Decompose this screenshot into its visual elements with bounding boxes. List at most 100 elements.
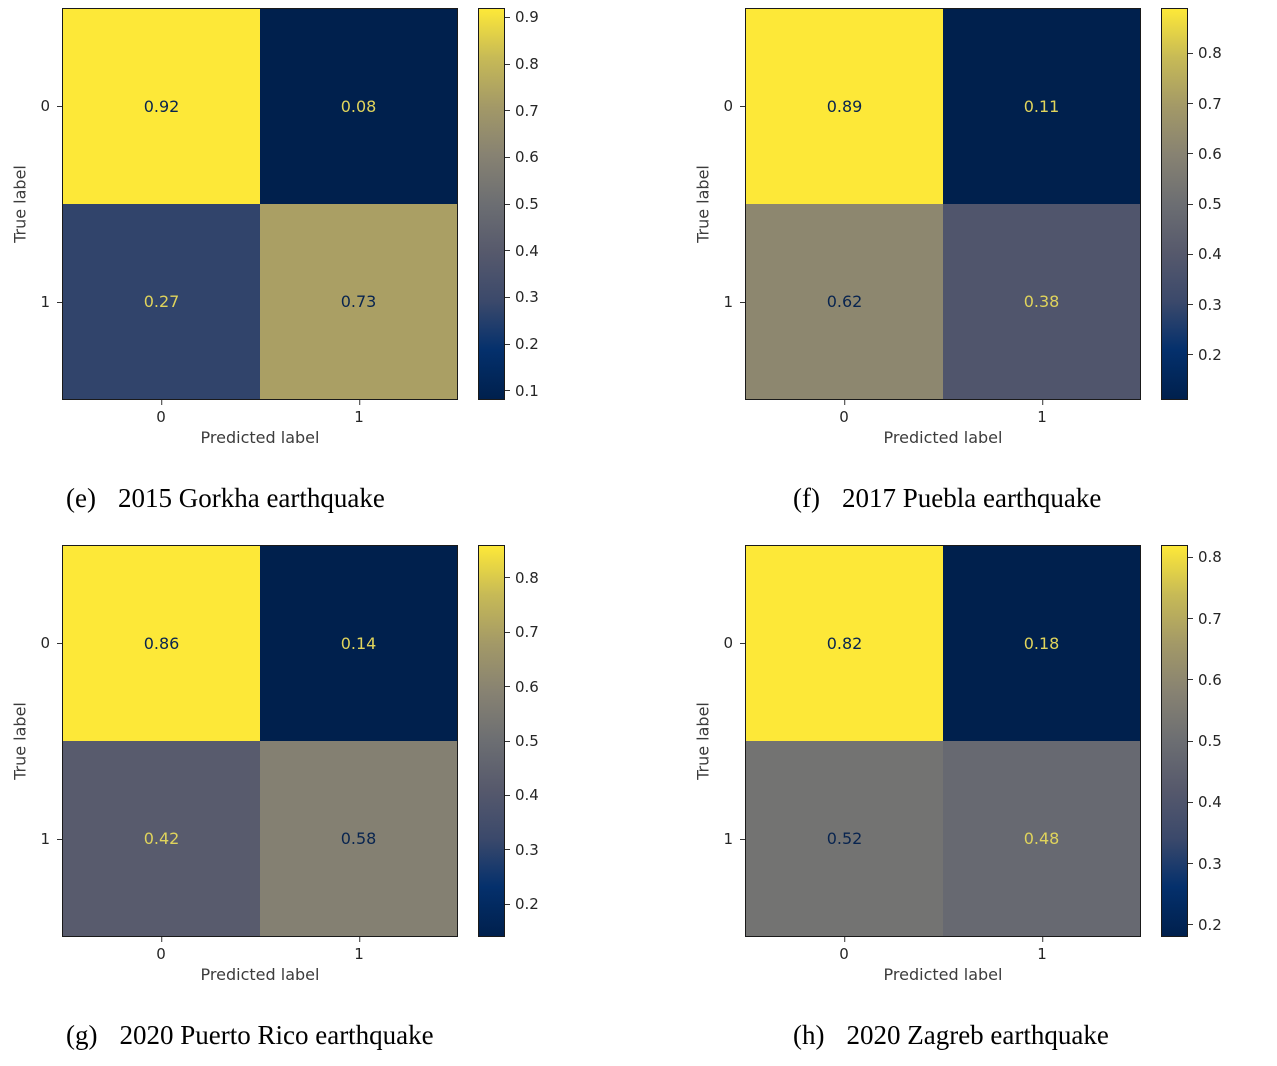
caption-title: 2015 Gorkha earthquake: [117, 483, 385, 513]
colorbar-tick-label: 0.6: [1198, 670, 1222, 689]
heatmap-cell: 0.38: [943, 204, 1140, 399]
y-tick-label: 0: [40, 97, 62, 115]
y-axis-ticks: 0 1: [715, 8, 745, 400]
colorbar-tick-label: 0.9: [515, 8, 539, 27]
x-tick-label: 0: [156, 400, 166, 426]
x-axis-label: Predicted label: [883, 428, 1003, 447]
colorbar-ticks: 0.1 0.2 0.3 0.4 0.5 0.6 0.7 0.8 0.9: [505, 8, 561, 400]
colorbar-tick-label: 0.4: [1198, 793, 1222, 812]
subfigure-caption: (h) 2020 Zagreb earthquake: [793, 1020, 1277, 1051]
colorbar-tick-label: 0.4: [1198, 245, 1222, 264]
colorbar-tick: 0.4: [505, 241, 539, 260]
heatmap: 0.86 0.14 0.42 0.58: [62, 545, 458, 937]
colorbar-tick-mark: [505, 631, 510, 633]
colorbar-tick-mark: [1188, 52, 1193, 54]
y-tick-label: 0: [40, 634, 62, 652]
colorbar-ticks: 0.2 0.3 0.4 0.5 0.6 0.7 0.8: [505, 545, 561, 937]
heatmap-cell: 0.08: [260, 9, 457, 204]
colorbar-tick-mark: [1188, 354, 1193, 356]
colorbar-tick-label: 0.3: [1198, 854, 1222, 873]
heatmap-cell: 0.86: [63, 546, 260, 741]
colorbar-tick-label: 0.2: [1198, 915, 1222, 934]
caption-title: 2020 Puerto Rico earthquake: [119, 1020, 434, 1050]
y-tick-label: 1: [723, 293, 745, 311]
colorbar-tick: 0.2: [1188, 345, 1222, 364]
colorbar-tick-mark: [505, 577, 510, 579]
x-tick-label: 0: [839, 400, 849, 426]
x-axis-ticks: 0 1: [745, 400, 1141, 428]
colorbar-tick-mark: [1188, 801, 1193, 803]
cell-value: 0.58: [340, 829, 377, 848]
confusion-matrix-figure: True label 0 1 0.82 0.18 0.52 0.48 0 1 Pred…: [691, 545, 1277, 984]
colorbar-tick-label: 0.2: [1198, 345, 1222, 364]
colorbar-tick-label: 0.7: [1198, 94, 1222, 113]
colorbar-tick-label: 0.6: [515, 148, 539, 167]
colorbar-tick-label: 0.3: [1198, 295, 1222, 314]
colorbar-tick-mark: [1188, 679, 1193, 681]
cell-value: 0.86: [143, 634, 180, 653]
colorbar-tick: 0.2: [1188, 915, 1222, 934]
colorbar-tick-label: 0.8: [1198, 44, 1222, 63]
colorbar-tick-mark: [505, 686, 510, 688]
colorbar-tick-label: 0.5: [515, 195, 539, 213]
colorbar-tick: 0.3: [1188, 854, 1222, 873]
colorbar-tick: 0.5: [505, 195, 539, 213]
colorbar-tick-label: 0.4: [515, 241, 539, 260]
colorbar: 0.2 0.3 0.4 0.5 0.6 0.7 0.8: [1161, 8, 1244, 400]
colorbar-tick: 0.6: [505, 148, 539, 167]
colorbar-tick-label: 0.7: [515, 623, 539, 642]
colorbar-tick-mark: [505, 296, 510, 298]
colorbar-tick-mark: [505, 390, 510, 392]
caption-title: 2020 Zagreb earthquake: [846, 1020, 1109, 1050]
colorbar-tick: 0.3: [505, 288, 539, 306]
confusion-matrix-figure: True label 0 1 0.92 0.08 0.27 0.73 0 1 Pred…: [8, 8, 685, 447]
plot-area: 0.89 0.11 0.62 0.38 0 1 Predicted label: [745, 8, 1141, 447]
confusion-matrix-figure: True label 0 1 0.89 0.11 0.62 0.38 0 1 Pred…: [691, 8, 1277, 447]
colorbar-tick: 0.5: [1188, 732, 1222, 750]
y-axis-ticks: 0 1: [32, 545, 62, 937]
subplot-h: True label 0 1 0.82 0.18 0.52 0.48 0 1 Pred…: [685, 545, 1277, 1066]
heatmap: 0.82 0.18 0.52 0.48: [745, 545, 1141, 937]
cell-value: 0.82: [826, 634, 863, 653]
x-axis-ticks: 0 1: [62, 937, 458, 965]
colorbar-tick: 0.4: [505, 786, 539, 804]
colorbar-tick: 0.6: [1188, 670, 1222, 689]
colorbar: 0.2 0.3 0.4 0.5 0.6 0.7 0.8: [1161, 545, 1244, 937]
colorbar-tick: 0.8: [1188, 548, 1222, 566]
subplot-f: True label 0 1 0.89 0.11 0.62 0.38 0 1 Pred…: [685, 8, 1277, 545]
heatmap-cell: 0.48: [943, 741, 1140, 936]
plot-area: 0.92 0.08 0.27 0.73 0 1 Predicted label: [62, 8, 458, 447]
colorbar-tick-label: 0.5: [1198, 195, 1222, 213]
colorbar-tick-mark: [1188, 863, 1193, 864]
heatmap-cell: 0.18: [943, 546, 1140, 741]
colorbar-tick-mark: [1188, 924, 1193, 926]
x-axis-label: Predicted label: [883, 965, 1003, 984]
plot-area: 0.82 0.18 0.52 0.48 0 1 Predicted label: [745, 545, 1141, 984]
colorbar-tick: 0.3: [505, 841, 539, 859]
cell-value: 0.62: [826, 292, 863, 311]
caption-index: (f): [793, 483, 820, 513]
colorbar-tick-mark: [1188, 556, 1193, 558]
subfigure-caption: (e) 2015 Gorkha earthquake: [66, 483, 685, 514]
colorbar-tick-mark: [1188, 153, 1193, 155]
colorbar: 0.2 0.3 0.4 0.5 0.6 0.7 0.8: [478, 545, 561, 937]
colorbar-tick-label: 0.2: [515, 335, 539, 353]
cell-value: 0.11: [1023, 97, 1060, 116]
confusion-matrix-figure: True label 0 1 0.86 0.14 0.42 0.58 0 1 Pred…: [8, 545, 685, 984]
colorbar-tick-mark: [1188, 103, 1193, 104]
cell-value: 0.08: [340, 97, 377, 116]
y-axis-label: True label: [8, 8, 32, 400]
colorbar-tick-label: 0.5: [515, 732, 539, 750]
subplot-e: True label 0 1 0.92 0.08 0.27 0.73 0 1 Pred…: [8, 8, 685, 545]
y-tick-label: 1: [40, 293, 62, 311]
cell-value: 0.18: [1023, 634, 1060, 653]
colorbar-tick: 0.7: [1188, 94, 1222, 113]
y-axis-label-text: True label: [10, 165, 30, 243]
heatmap-cell: 0.14: [260, 546, 457, 741]
colorbar-tick: 0.4: [1188, 793, 1222, 812]
colorbar-tick-label: 0.8: [515, 55, 539, 73]
x-axis-label: Predicted label: [200, 428, 320, 447]
cell-value: 0.73: [340, 292, 377, 311]
heatmap-cell: 0.58: [260, 741, 457, 936]
